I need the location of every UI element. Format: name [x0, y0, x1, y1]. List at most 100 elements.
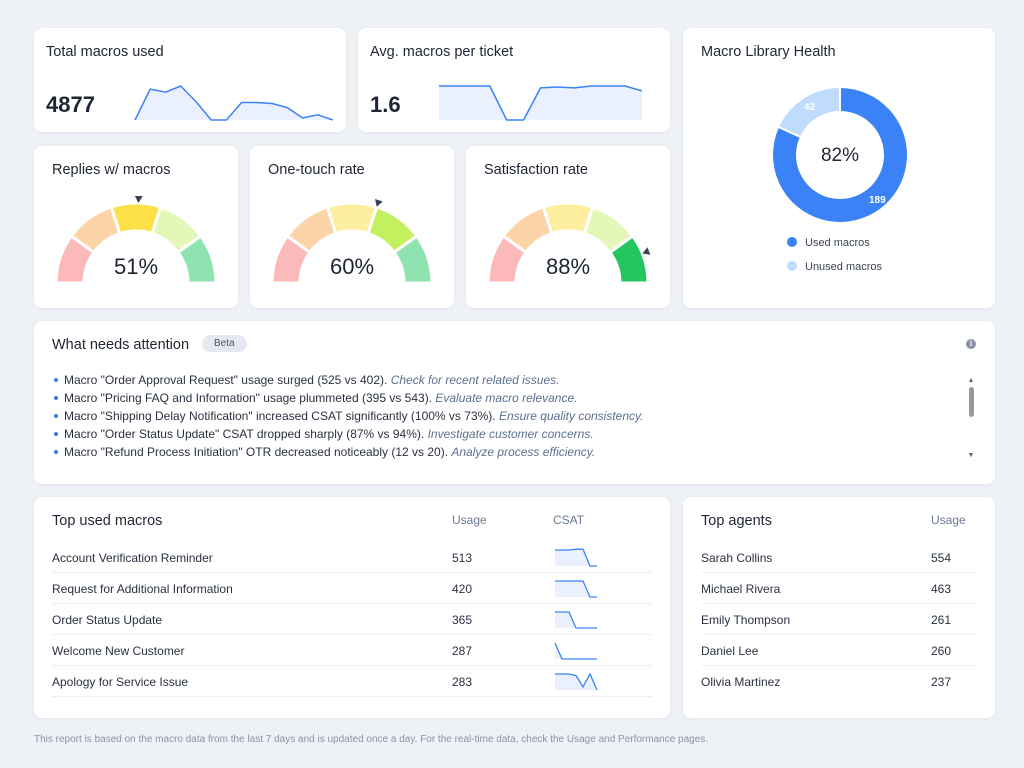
card-title: Top used macros [52, 513, 163, 529]
csat-sparkline [555, 611, 597, 629]
agent-usage: 260 [931, 644, 952, 658]
macro-name: Welcome New Customer [52, 644, 185, 658]
total-macros-card: Total macros used 4877 [34, 28, 346, 132]
agent-usage: 463 [931, 582, 952, 596]
unused-dot [787, 261, 797, 271]
avg-sparkline [439, 85, 643, 121]
legend-label: Used macros [805, 237, 870, 249]
sparkline-area [555, 581, 597, 597]
gauge [270, 199, 434, 285]
beta-badge: Beta [202, 335, 247, 352]
sparkline-line [555, 580, 597, 598]
attention-item: Macro "Order Approval Request" usage sur… [52, 371, 972, 389]
col-csat[interactable]: CSAT [553, 513, 585, 527]
legend-label: Unused macros [805, 261, 883, 273]
col-usage[interactable]: Usage [931, 513, 966, 527]
library-health-card: Macro Library Health 189 42 82% Used macr… [683, 28, 995, 308]
gauge-segment [391, 233, 434, 285]
table-row[interactable]: Request for Additional Information 420 [52, 573, 652, 604]
table-row[interactable]: Welcome New Customer 287 [52, 635, 652, 666]
attention-hint[interactable]: Analyze process efficiency. [451, 445, 596, 459]
col-usage[interactable]: Usage [452, 513, 487, 527]
attention-text: Macro "Order Status Update" CSAT dropped… [64, 427, 428, 441]
macro-usage: 513 [452, 551, 473, 565]
macro-usage: 420 [452, 582, 473, 596]
macro-usage: 365 [452, 613, 473, 627]
macro-name: Request for Additional Information [52, 582, 233, 596]
info-icon[interactable]: i [966, 339, 976, 349]
card-title: Total macros used [46, 44, 164, 60]
attention-hint[interactable]: Ensure quality consistency. [498, 409, 644, 423]
agent-usage: 554 [931, 551, 952, 565]
card-title: Top agents [701, 513, 772, 529]
sparkline-area [555, 549, 597, 566]
attention-card: What needs attention Beta i Macro "Order… [34, 321, 995, 484]
attention-hint[interactable]: Check for recent related issues. [390, 373, 560, 387]
table-row[interactable]: Order Status Update 365 [52, 604, 652, 635]
csat-sparkline [555, 672, 598, 691]
sparkline-area [555, 643, 597, 659]
sparkline-line [134, 85, 334, 121]
table-row[interactable]: Apology for Service Issue 283 [52, 666, 652, 697]
donut-label-unused: 42 [804, 102, 816, 113]
donut-label-used: 189 [869, 195, 886, 206]
sparkline-line [555, 548, 597, 567]
agent-name: Daniel Lee [701, 644, 759, 658]
table-row[interactable]: Michael Rivera 463 [701, 573, 977, 604]
table-row[interactable]: Emily Thompson 261 [701, 604, 977, 635]
agent-name: Emily Thompson [701, 613, 791, 627]
avg-macros-card: Avg. macros per ticket 1.6 [358, 28, 670, 132]
legend-unused: Unused macros [787, 261, 882, 273]
gauge-card-replies: Replies w/ macros 51% [34, 146, 238, 308]
gauge [54, 195, 218, 285]
attention-item: Macro "Shipping Delay Notification" incr… [52, 407, 972, 425]
agent-name: Sarah Collins [701, 551, 773, 565]
donut-slice-unused [776, 85, 841, 139]
library-donut: 189 42 [771, 85, 909, 224]
sparkline-line [554, 642, 597, 660]
card-title: Satisfaction rate [484, 162, 588, 178]
donut-slice-used [771, 85, 909, 224]
avg-value: 1.6 [370, 92, 401, 117]
top-macros-card: Top used macros Usage CSAT Account Verif… [34, 497, 670, 718]
attention-hint[interactable]: Investigate customer concerns. [427, 427, 594, 441]
table-row[interactable]: Olivia Martinez 237 [701, 666, 977, 697]
footer-note: This report is based on the macro data f… [34, 734, 709, 745]
card-title: What needs attention [52, 337, 190, 353]
legend-used: Used macros [787, 237, 870, 249]
sparkline-line [555, 611, 597, 629]
attention-text: Macro "Refund Process Initiation" OTR de… [64, 445, 452, 459]
table-row[interactable]: Daniel Lee 260 [701, 635, 977, 666]
agent-usage: 261 [931, 613, 952, 627]
attention-hint[interactable]: Evaluate macro relevance. [435, 391, 578, 405]
macro-name: Apology for Service Issue [52, 675, 189, 689]
table-row[interactable]: Sarah Collins 554 [701, 542, 977, 573]
gauge-marker-icon [375, 199, 383, 207]
attention-text: Macro "Shipping Delay Notification" incr… [64, 409, 499, 423]
used-dot [787, 237, 797, 247]
gauge-marker-icon [642, 247, 651, 255]
csat-sparkline [555, 580, 597, 598]
card-title: Avg. macros per ticket [370, 44, 514, 60]
donut-center-value: 82% [820, 145, 860, 166]
scroll-thumb[interactable] [968, 387, 974, 417]
attention-item: Macro "Order Status Update" CSAT dropped… [52, 425, 972, 443]
total-value: 4877 [46, 92, 95, 117]
sparkline-line [439, 85, 643, 121]
table-row[interactable]: Account Verification Reminder 513 [52, 542, 652, 573]
gauge-card-one-touch: One-touch rate 60% [250, 146, 454, 308]
csat-sparkline [555, 548, 597, 567]
gauge [486, 201, 651, 285]
macro-name: Account Verification Reminder [52, 551, 213, 565]
gauge-segment [175, 233, 218, 285]
scroll-up-icon[interactable]: ▲ [967, 377, 975, 384]
sparkline-area [555, 612, 597, 628]
gauge-value: 60% [329, 254, 375, 279]
scrollbar[interactable]: ▲ ▼ [966, 377, 976, 459]
macro-usage: 287 [452, 644, 473, 658]
attention-item: Macro "Refund Process Initiation" OTR de… [52, 443, 972, 461]
card-title: One-touch rate [268, 162, 365, 178]
top-agents-card: Top agents Usage Sarah Collins 554 Michael… [683, 497, 995, 718]
scroll-down-icon[interactable]: ▼ [967, 452, 975, 459]
card-title: Macro Library Health [701, 44, 836, 60]
